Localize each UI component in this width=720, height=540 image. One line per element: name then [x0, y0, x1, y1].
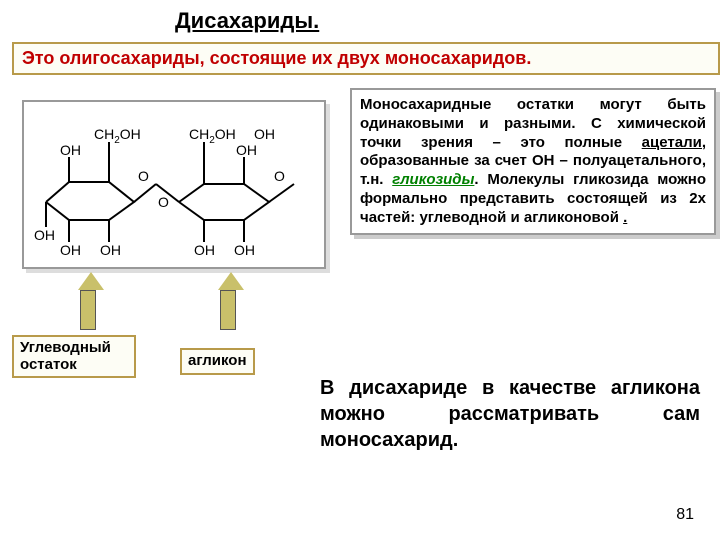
oh-br-1: OH	[194, 242, 215, 258]
o-bridge: O	[158, 194, 169, 210]
o-ring-2: O	[274, 168, 285, 184]
oh-label-top-right: OH	[254, 126, 275, 142]
ch2oh-label-2: CH2OH	[189, 126, 236, 146]
arrow-aglycon	[218, 272, 238, 330]
oh-label-2: OH	[236, 142, 257, 158]
definition-box: Это олигосахариды, состоящие их двух мон…	[12, 42, 720, 75]
oh-bl-3: OH	[100, 242, 121, 258]
arrow-carbohydrate	[78, 272, 98, 330]
o-ring-1: O	[138, 168, 149, 184]
oh-bl-2: OH	[60, 242, 81, 258]
explanation-box: Моносахаридные остатки могут быть одинак…	[350, 88, 716, 235]
bottom-conclusion: В дисахариде в качестве агликона можно р…	[320, 375, 700, 453]
carbohydrate-label: Углеводный остаток	[12, 335, 136, 378]
glycoside-term: гликозиды	[392, 171, 474, 188]
chemical-structure: CH2OH CH2OH OH OH OH O O O OH OH OH OH O…	[22, 100, 326, 269]
definition-text: Это олигосахариды, состоящие их двух мон…	[22, 48, 531, 68]
page-number: 81	[676, 506, 694, 524]
oh-label-1: OH	[60, 142, 81, 158]
ch2oh-label-1: CH2OH	[94, 126, 141, 146]
oh-br-2: OH	[234, 242, 255, 258]
oh-bl-1: OH	[34, 227, 55, 243]
aglycon-label: агликон	[180, 348, 255, 375]
explain-dot: .	[623, 209, 627, 226]
acetal-term: ацетали,	[642, 134, 706, 151]
page-title: Дисахариды.	[175, 8, 319, 34]
